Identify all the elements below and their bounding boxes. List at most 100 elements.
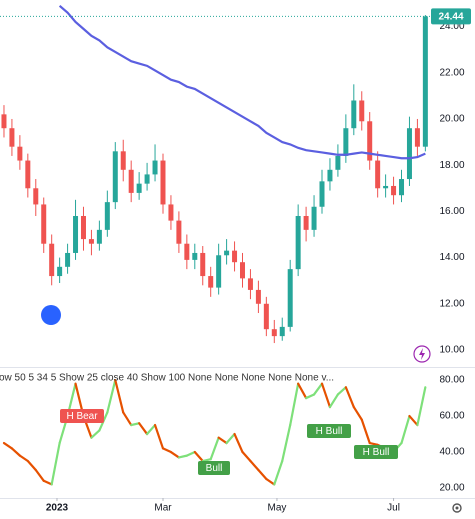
oscillator-segment [305, 393, 316, 400]
oscillator-segment [320, 382, 332, 409]
oscillator-segment [297, 382, 308, 400]
oscillator-segment [2, 441, 14, 450]
candle-body [1, 114, 7, 129]
candle-body [73, 215, 79, 253]
oscillator-segment [233, 432, 244, 454]
oscillator-segment [225, 432, 236, 445]
candle-body [136, 183, 142, 193]
oscillator-segment [161, 447, 173, 454]
oscillator-segment [352, 405, 363, 421]
oscillator-segment [217, 436, 228, 445]
oscillator-segment [336, 386, 347, 396]
oscillator-segment [416, 386, 427, 427]
candle-body [65, 252, 71, 267]
replay-button[interactable] [41, 305, 61, 325]
oscillator-segment [185, 450, 196, 457]
candle-body [383, 185, 389, 189]
candle-body [120, 151, 126, 170]
oscillator-segment [249, 459, 260, 472]
candle-body [200, 252, 206, 277]
candle-body [399, 179, 405, 196]
oscillator-segment [273, 459, 284, 486]
candle-body [375, 160, 381, 189]
oscillator-segment [145, 423, 157, 436]
candle-body [216, 255, 222, 288]
oscillator-segment [344, 386, 355, 409]
settings-icon[interactable] [452, 503, 462, 513]
oscillator-segment [193, 450, 204, 463]
candle-body [303, 215, 309, 230]
candle-body [160, 160, 166, 205]
oscillator-segment [201, 458, 212, 463]
candle-body [247, 278, 253, 290]
candle-body [263, 303, 269, 330]
signal-label-box [60, 409, 104, 423]
candle-body [255, 289, 261, 304]
candle-body [311, 206, 317, 230]
oscillator-segment [153, 423, 165, 450]
last-price-box [431, 8, 471, 25]
candle-body [80, 215, 86, 240]
moving-average [58, 4, 426, 160]
y-tick-label: 20.00 [439, 483, 464, 494]
signal-label: H Bear [66, 411, 98, 422]
candle-body [319, 181, 325, 207]
y-tick-label: 14.00 [439, 252, 464, 263]
oscillator-segment [10, 447, 21, 457]
y-tick-label: 60.00 [439, 411, 464, 422]
candle-body [279, 326, 285, 337]
y-tick-label: 22.00 [439, 67, 464, 78]
candle-body [49, 243, 55, 277]
oscillator-segment [34, 468, 45, 482]
x-tick-label: 2023 [46, 503, 69, 514]
oscillator-segment [42, 479, 53, 486]
y-tick-label: 20.00 [439, 114, 464, 125]
y-tick-label: 18.00 [439, 160, 464, 171]
x-tick-label: Jul [387, 503, 400, 514]
oscillator-segment [257, 468, 268, 481]
candle-body [343, 128, 349, 156]
signal-label-box [198, 461, 230, 475]
candle-body [144, 174, 150, 184]
candle-body [33, 188, 39, 205]
oscillator-segment [328, 393, 340, 409]
x-tick-label: May [267, 503, 286, 514]
y-tick-label: 10.00 [439, 345, 464, 356]
alert-icon[interactable] [413, 345, 431, 363]
candle-body [25, 160, 31, 189]
oscillator-segment [90, 429, 101, 439]
candle-body [367, 121, 373, 161]
candle-body [9, 128, 15, 147]
y-tick-label: 16.00 [439, 206, 464, 217]
oscillator-segment [360, 418, 371, 445]
candle-body [224, 250, 230, 256]
last-price-label: 24.44 [438, 12, 463, 23]
candle-body [391, 185, 397, 196]
oscillator-segment [241, 450, 252, 463]
y-tick-label: 80.00 [439, 375, 464, 386]
candle-body [112, 151, 118, 203]
oscillator-segment [209, 436, 220, 461]
candle-body [17, 146, 23, 161]
oscillator-segment [130, 422, 141, 427]
candle-body [232, 250, 238, 263]
candle-body [57, 266, 63, 277]
signal-label: H Bull [363, 447, 390, 458]
indicator-title: ow 50 5 34 5 Show 25 close 40 Show 100 N… [0, 373, 334, 384]
candle-body [208, 276, 214, 288]
signal-label: H Bull [316, 426, 343, 437]
oscillator-segment [26, 459, 37, 472]
x-tick-label: Mar [154, 503, 172, 514]
oscillator-segment [122, 411, 133, 427]
signal-label: Bull [206, 463, 223, 474]
oscillator-segment [50, 441, 61, 486]
oscillator-segment [177, 454, 188, 459]
candle-body [351, 100, 357, 129]
oscillator-segment [368, 441, 379, 446]
oscillator-segment [114, 378, 125, 414]
candle-body [152, 160, 158, 175]
oscillator-segment [265, 477, 276, 486]
oscillator-segment [18, 454, 29, 463]
